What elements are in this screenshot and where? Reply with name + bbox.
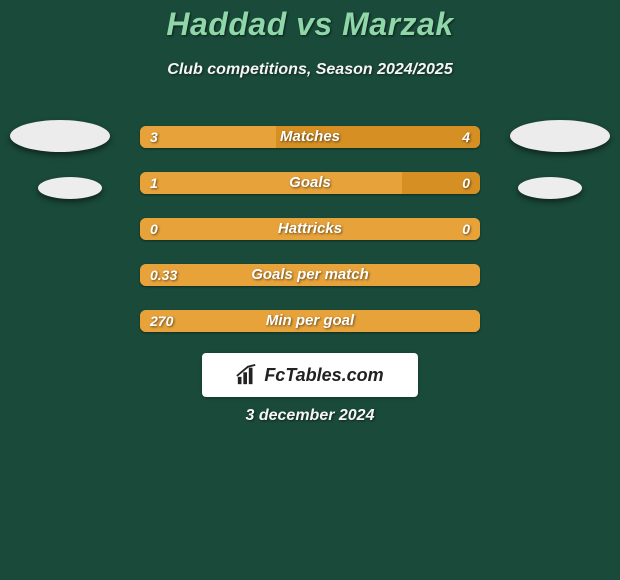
logo-text: FcTables.com [236,364,383,386]
player-left-avatar [10,120,110,152]
stat-label: Matches [140,126,480,148]
page-title: Haddad vs Marzak [0,6,620,43]
subtitle: Club competitions, Season 2024/2025 [0,61,620,79]
stat-label: Hattricks [140,218,480,240]
stat-row: 34Matches [140,126,480,148]
date-text: 3 december 2024 [0,407,620,425]
stat-label: Min per goal [140,310,480,332]
site-logo[interactable]: FcTables.com [202,353,418,397]
bar-chart-icon [236,364,258,386]
stat-row: 0.33Goals per match [140,264,480,286]
comparison-infographic: Haddad vs Marzak Club competitions, Seas… [0,0,620,580]
stat-row: 270Min per goal [140,310,480,332]
team-left-badge [38,177,102,199]
stat-row: 00Hattricks [140,218,480,240]
stat-row: 10Goals [140,172,480,194]
player-right-avatar [510,120,610,152]
logo-label: FcTables.com [264,365,383,386]
stat-label: Goals per match [140,264,480,286]
stat-label: Goals [140,172,480,194]
team-right-badge [518,177,582,199]
